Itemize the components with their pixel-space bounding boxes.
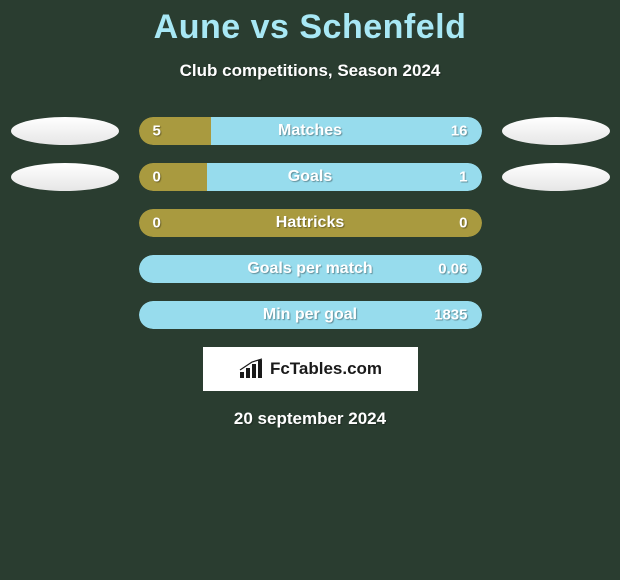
bar-fill-right: [211, 117, 482, 145]
brand-box[interactable]: FcTables.com: [203, 347, 418, 391]
stat-bar: 0 0 Hattricks: [139, 209, 482, 237]
team-badge-left: [11, 163, 119, 191]
generated-date: 20 september 2024: [0, 409, 620, 429]
team-badge-right: [502, 163, 610, 191]
stat-row: 0 0 Hattricks: [0, 209, 620, 237]
stat-bar: 0.06 Goals per match: [139, 255, 482, 283]
stat-row: 5 16 Matches: [0, 117, 620, 145]
team-badge-left: [11, 117, 119, 145]
stat-label: Hattricks: [276, 214, 344, 232]
stat-row: 0.06 Goals per match: [0, 255, 620, 283]
stat-value-left: 5: [153, 123, 161, 140]
stat-label: Matches: [278, 122, 342, 140]
page-subtitle: Club competitions, Season 2024: [0, 61, 620, 81]
stat-label: Goals per match: [247, 260, 372, 278]
stat-row: 0 1 Goals: [0, 163, 620, 191]
stat-bar: 0 1 Goals: [139, 163, 482, 191]
bar-fill-left: [139, 117, 211, 145]
stat-value-right: 1: [459, 169, 467, 186]
page-title: Aune vs Schenfeld: [0, 8, 620, 47]
stat-value-right: 1835: [434, 307, 467, 324]
stat-value-right: 0: [459, 215, 467, 232]
stat-bar: 1835 Min per goal: [139, 301, 482, 329]
team-badge-right: [502, 117, 610, 145]
stat-value-right: 16: [451, 123, 468, 140]
stats-area: 5 16 Matches 0 1 Goals 0 0 Hattricks 0.06 Goals pe…: [0, 117, 620, 329]
brand-chart-icon: [238, 358, 266, 380]
bar-fill-right: [207, 163, 481, 191]
brand-label: FcTables.com: [270, 359, 382, 379]
stat-value-left: 0: [153, 169, 161, 186]
stat-label: Goals: [288, 168, 332, 186]
stat-row: 1835 Min per goal: [0, 301, 620, 329]
stat-value-right: 0.06: [438, 261, 467, 278]
stat-label: Min per goal: [263, 306, 357, 324]
bar-fill-left: [139, 163, 208, 191]
stat-value-left: 0: [153, 215, 161, 232]
stat-bar: 5 16 Matches: [139, 117, 482, 145]
